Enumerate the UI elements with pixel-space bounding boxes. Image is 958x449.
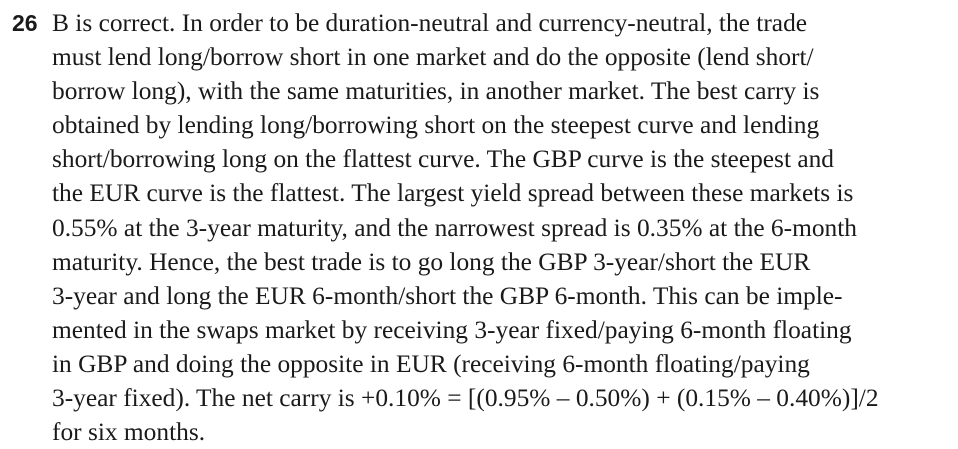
answer-line: must lend long/borrow short in one marke…: [52, 43, 814, 72]
answer-line: in GBP and doing the opposite in EUR (re…: [52, 349, 810, 378]
question-number: 26: [12, 10, 38, 36]
answer-line: for six months.: [52, 418, 206, 447]
answer-line: the EUR curve is the flattest. The large…: [52, 179, 854, 208]
answer-line: mented in the swaps market by receiving …: [52, 315, 852, 344]
answer-line: 3-year fixed). The net carry is +0.10% =…: [52, 384, 879, 413]
answer-line: short/borrowing long on the flattest cur…: [52, 145, 835, 174]
answer-line: maturity. Hence, the best trade is to go…: [52, 247, 811, 276]
answer-line: obtained by lending long/borrowing short…: [52, 111, 820, 140]
answer-text: B is correct. In order to be duration-ne…: [52, 6, 879, 449]
answer-line: B is correct. In order to be duration-ne…: [52, 9, 808, 37]
answer-line: borrow long), with the same maturities, …: [52, 77, 820, 106]
answer-line: 3-year and long the EUR 6-month/short th…: [52, 281, 843, 310]
answer-line: 0.55% at the 3-year maturity, and the na…: [52, 213, 857, 242]
